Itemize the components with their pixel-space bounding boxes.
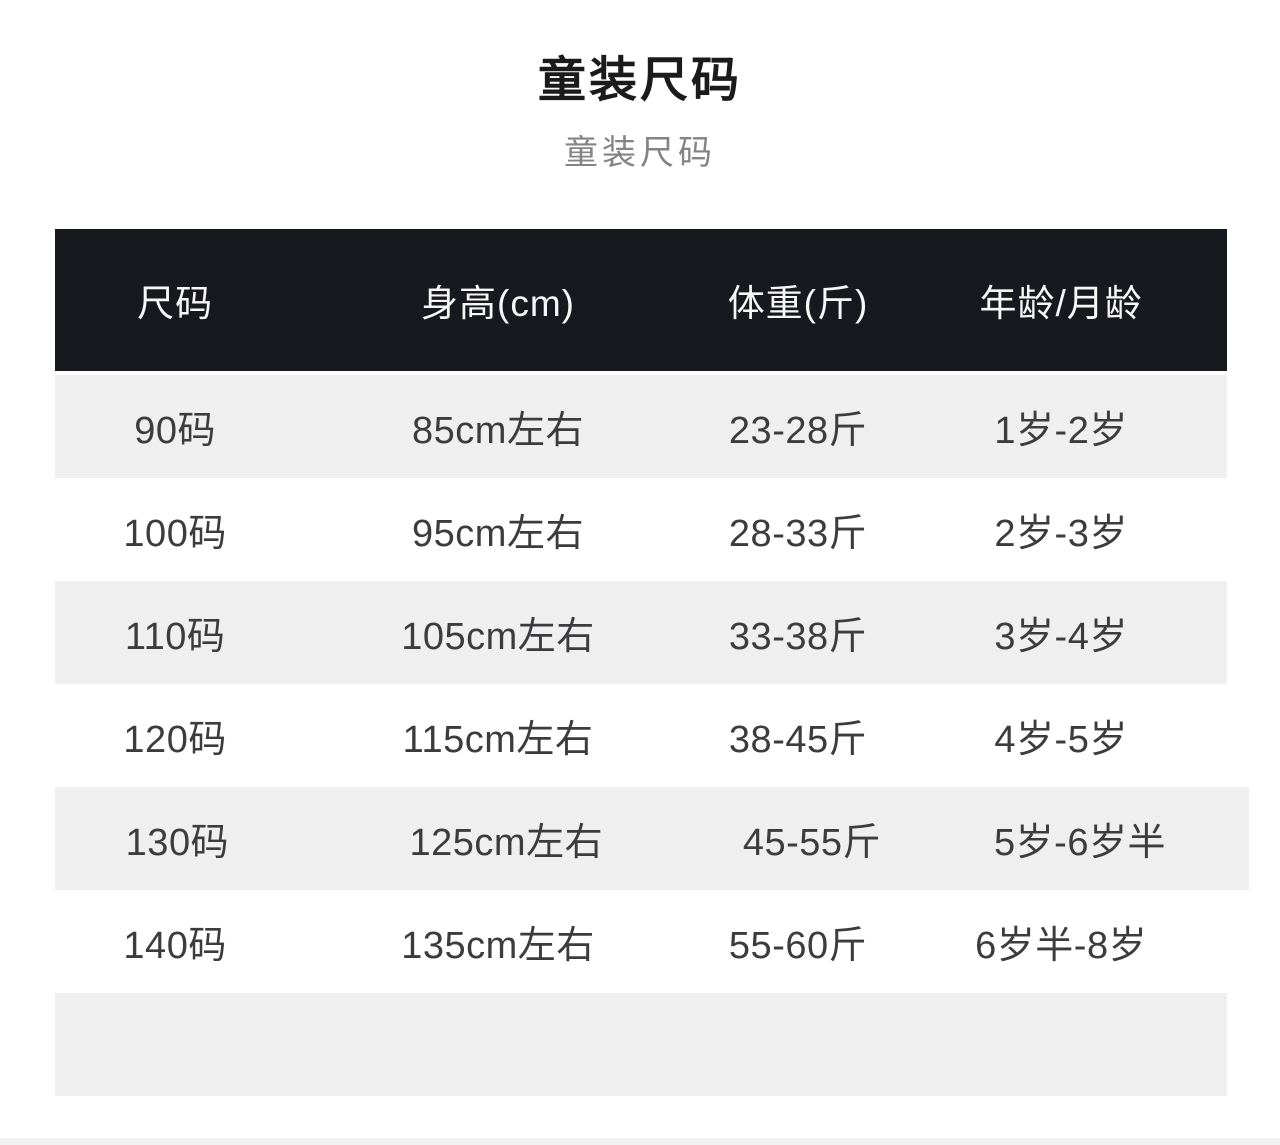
age-cell: 1岁-2岁 <box>994 410 1128 452</box>
height-cell: 105cm左右 <box>401 616 595 658</box>
size-cell: 110码 <box>124 616 226 658</box>
age-cell: 4岁-5岁 <box>994 719 1128 761</box>
weight-cell: 55-60斤 <box>728 925 868 967</box>
age-cell: 5岁-6岁半 <box>994 822 1166 864</box>
page-title: 童装尺码 <box>537 54 742 107</box>
column-header-age: 年龄/月龄 <box>979 283 1143 324</box>
table-row: 100码 95cm左右 28-33斤 2岁-3岁 <box>55 478 1227 581</box>
size-cell: 90码 <box>134 410 217 452</box>
height-cell: 85cm左右 <box>412 410 584 452</box>
weight-cell: 28-33斤 <box>728 513 868 555</box>
age-cell: 2岁-3岁 <box>994 513 1128 555</box>
size-cell: 130码 <box>125 822 230 864</box>
bottom-edge-strip <box>0 1138 1280 1145</box>
weight-cell: 45-55斤 <box>742 822 882 864</box>
size-cell: 100码 <box>123 513 227 555</box>
size-chart-table: 尺码 身高(cm) 体重(斤) 年龄/月龄 90码 85cm左右 23-28斤 … <box>55 229 1249 1096</box>
weight-cell: 38-45斤 <box>728 719 868 761</box>
table-row: 120码 115cm左右 38-45斤 4岁-5岁 <box>55 684 1227 787</box>
age-cell: 6岁半-8岁 <box>975 925 1148 967</box>
column-header-size: 尺码 <box>137 283 214 324</box>
age-cell: 3岁-4岁 <box>994 616 1128 658</box>
size-cell: 120码 <box>123 719 227 761</box>
page-subtitle: 童装尺码 <box>564 134 716 173</box>
height-cell: 115cm左右 <box>402 719 594 761</box>
height-cell: 125cm左右 <box>409 822 604 864</box>
size-cell: 140码 <box>123 925 227 967</box>
table-row: 90码 85cm左右 23-28斤 1岁-2岁 <box>55 375 1227 478</box>
table-row-empty <box>55 993 1227 1096</box>
table-header-row: 尺码 身高(cm) 体重(斤) 年龄/月龄 <box>55 229 1227 371</box>
height-cell: 135cm左右 <box>401 925 595 967</box>
weight-cell: 33-38斤 <box>728 616 868 658</box>
table-row: 130码 125cm左右 45-55斤 5岁-6岁半 <box>55 787 1249 890</box>
column-header-height: 身高(cm) <box>421 283 575 324</box>
height-cell: 95cm左右 <box>412 513 584 555</box>
table-row: 110码 105cm左右 33-38斤 3岁-4岁 <box>55 581 1227 684</box>
weight-cell: 23-28斤 <box>728 410 868 452</box>
table-row: 140码 135cm左右 55-60斤 6岁半-8岁 <box>55 890 1227 993</box>
column-header-weight: 体重(斤) <box>727 283 869 324</box>
